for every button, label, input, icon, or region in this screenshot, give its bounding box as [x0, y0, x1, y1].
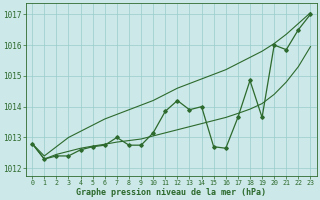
X-axis label: Graphe pression niveau de la mer (hPa): Graphe pression niveau de la mer (hPa) — [76, 188, 266, 197]
